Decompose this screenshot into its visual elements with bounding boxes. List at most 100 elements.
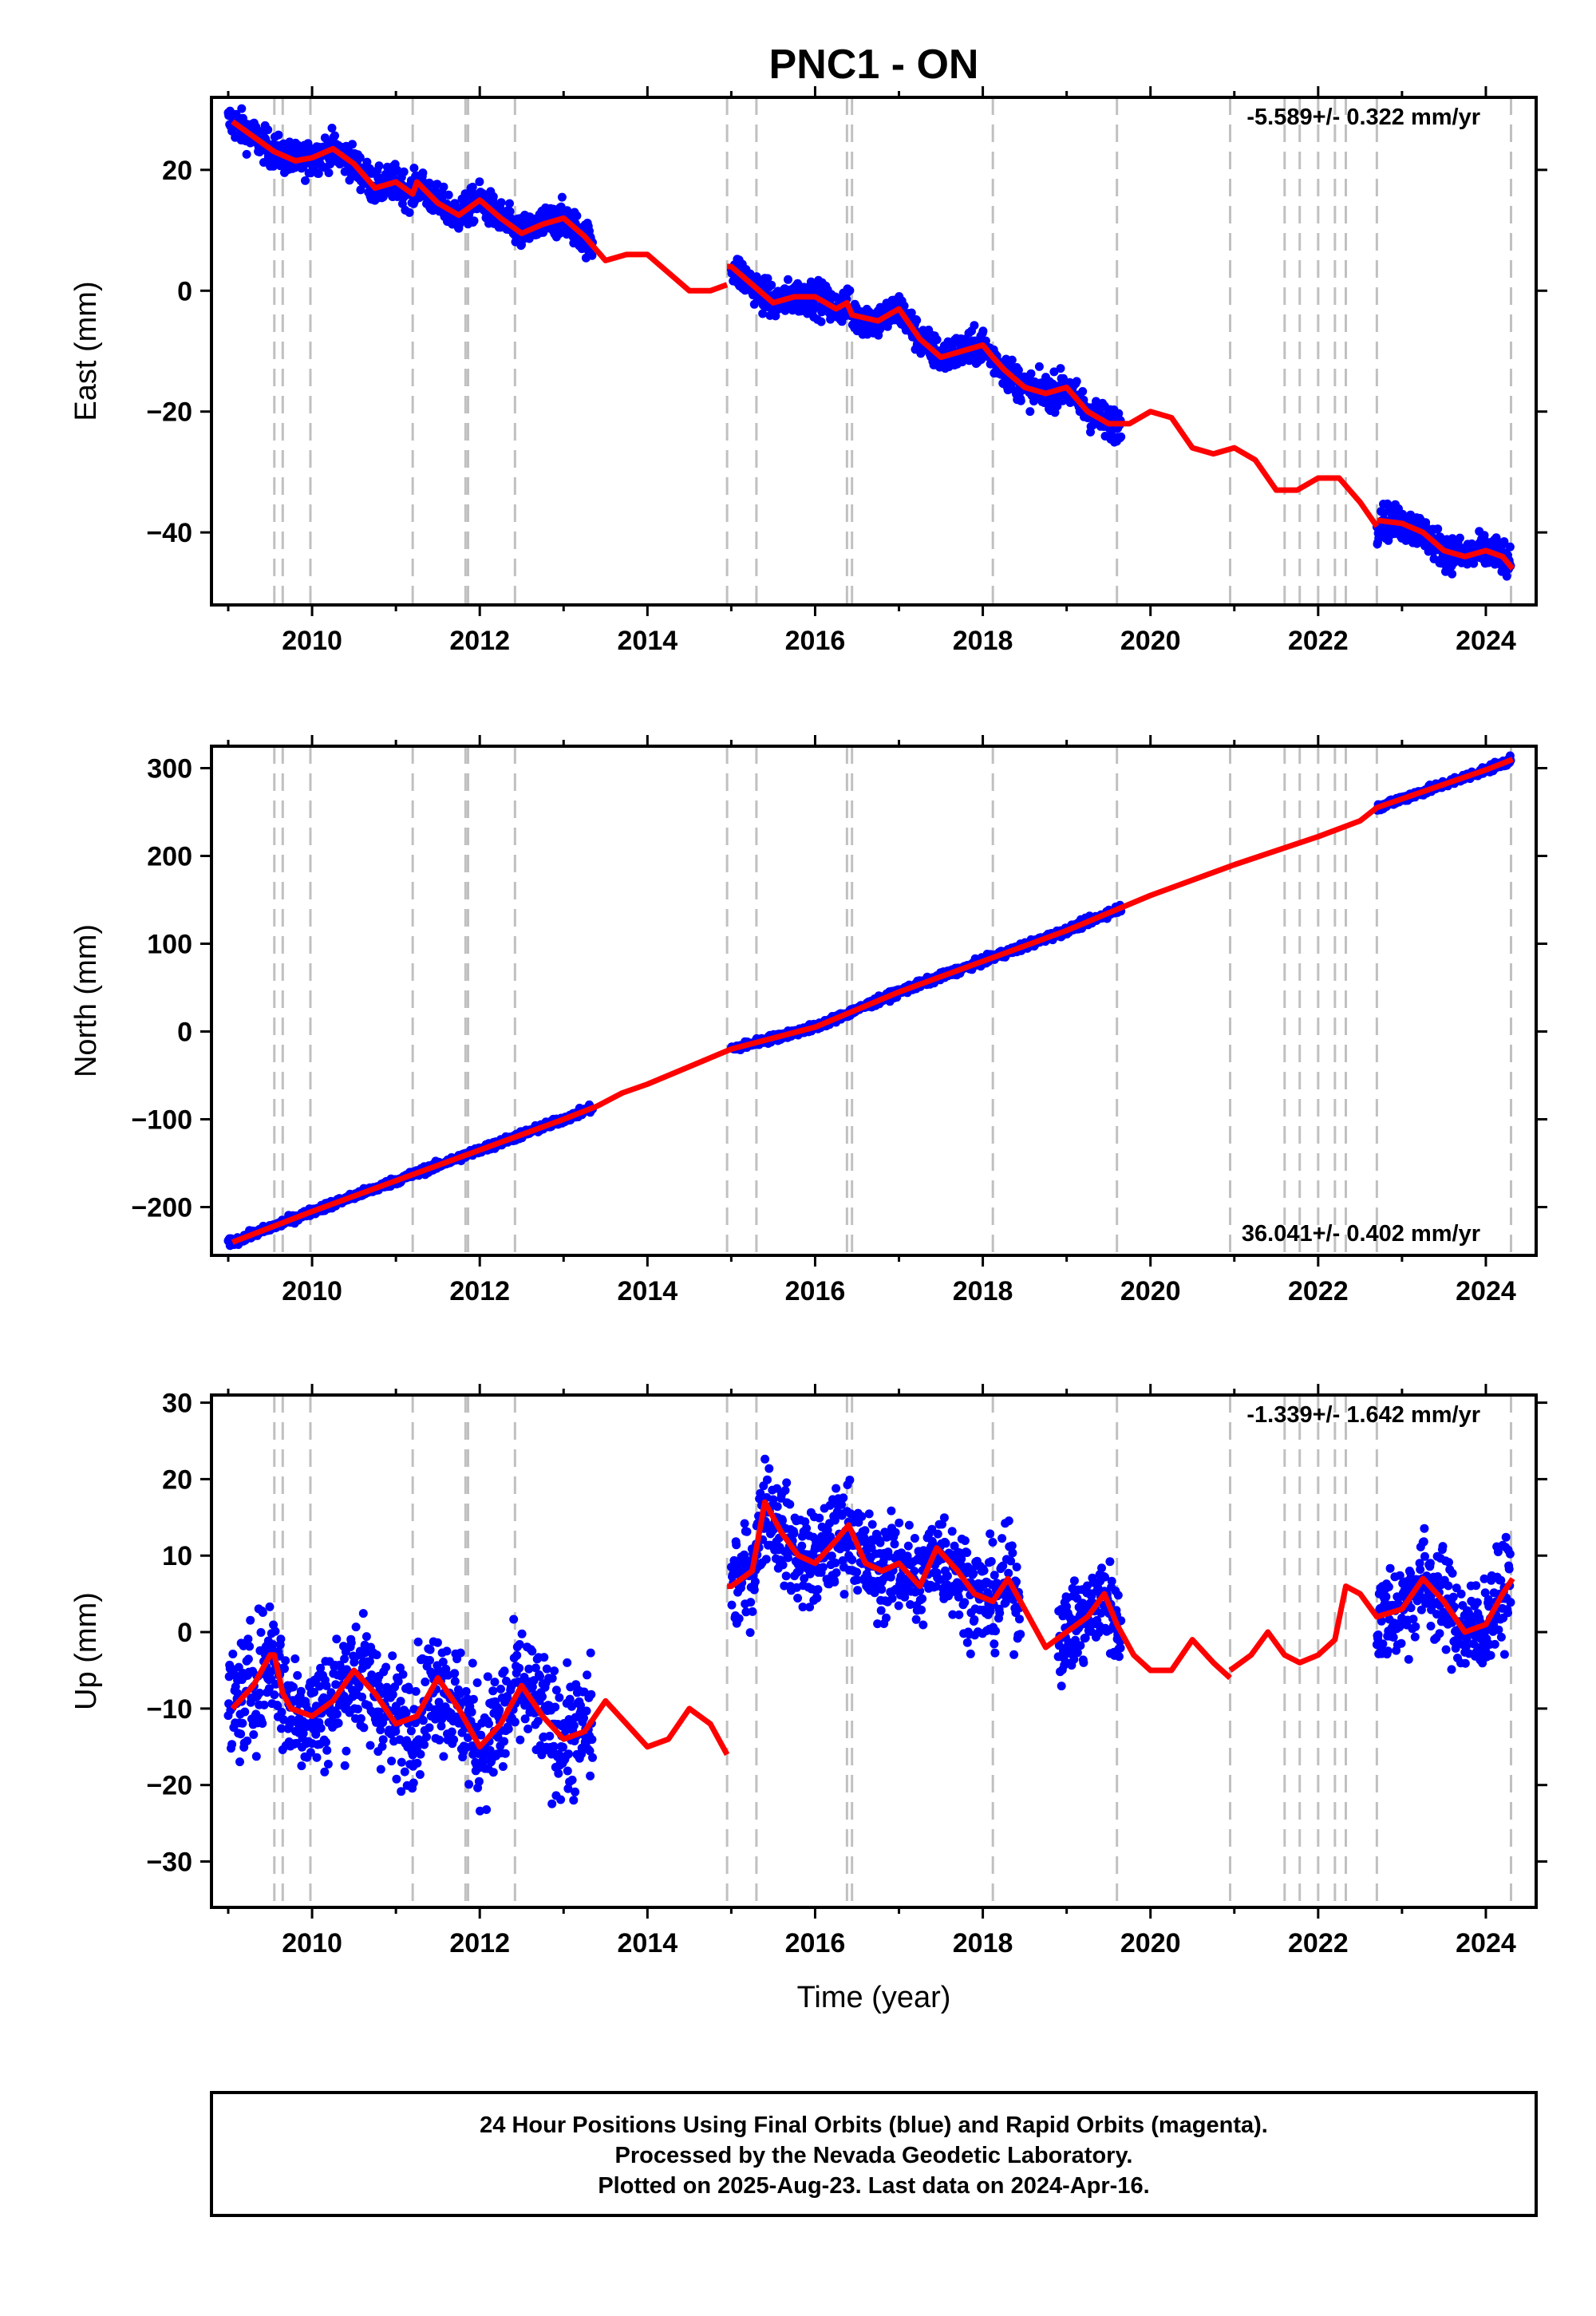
data-point (468, 1694, 478, 1704)
data-point (425, 1723, 434, 1733)
data-point (258, 1608, 267, 1617)
data-point (559, 1742, 567, 1752)
data-point (356, 1713, 365, 1723)
data-point (585, 1746, 595, 1756)
data-point (778, 1516, 787, 1525)
data-point (265, 1602, 275, 1611)
data-point (393, 165, 401, 175)
data-point (398, 1670, 408, 1679)
data-point (1505, 542, 1515, 551)
data-point (504, 1725, 513, 1733)
data-point (780, 1486, 790, 1495)
data-point (512, 1650, 522, 1660)
data-point (418, 1716, 428, 1725)
data-point (784, 1553, 792, 1563)
data-point (800, 1574, 809, 1583)
data-point (240, 1707, 250, 1717)
data-point (348, 140, 357, 149)
data-point (277, 1724, 286, 1733)
data-point (472, 1678, 482, 1687)
data-point (760, 1454, 770, 1464)
data-point (273, 1701, 282, 1710)
data-point (490, 1678, 500, 1687)
data-point (509, 1614, 519, 1624)
data-point (527, 1682, 537, 1692)
data-point (289, 1682, 298, 1692)
data-point (263, 125, 273, 135)
data-point (467, 1707, 476, 1717)
data-point (761, 1555, 771, 1564)
data-point (277, 1707, 286, 1717)
y-tick-label: 0 (177, 276, 192, 306)
data-point (1016, 396, 1025, 405)
data-point (322, 1681, 331, 1690)
y-tick-label: −200 (131, 1193, 192, 1223)
data-point (1114, 409, 1124, 418)
rate-annotation: 36.041+/- 0.402 mm/yr (1242, 1221, 1480, 1247)
data-point (727, 1600, 737, 1610)
data-point (447, 1727, 456, 1737)
data-point (437, 1721, 446, 1731)
data-point (358, 1609, 368, 1618)
x-tick-label: 2010 (282, 1276, 342, 1306)
data-point (340, 1654, 350, 1664)
data-point (249, 1730, 259, 1739)
data-point (579, 1687, 589, 1697)
data-point (320, 1767, 330, 1777)
data-point (314, 169, 323, 178)
data-point (296, 1686, 306, 1696)
data-point (365, 1741, 375, 1750)
data-point (484, 1719, 493, 1729)
data-point (583, 1670, 592, 1680)
data-point (1034, 362, 1044, 371)
data-point (500, 1666, 509, 1676)
data-point (772, 1502, 782, 1512)
data-point (734, 1614, 744, 1623)
data-point (418, 168, 428, 178)
data-point (517, 1629, 527, 1638)
data-point (243, 1634, 253, 1644)
data-point (561, 1725, 571, 1735)
data-point (434, 1666, 443, 1675)
data-point (411, 1686, 421, 1696)
data-point (495, 1705, 504, 1715)
data-point (365, 1657, 374, 1666)
data-point (393, 1677, 403, 1686)
data-point (314, 1682, 324, 1691)
data-point (237, 104, 247, 113)
data-point (406, 1726, 416, 1736)
data-point (442, 1646, 452, 1656)
data-point (420, 1740, 429, 1749)
data-point (538, 1692, 547, 1701)
data-point (569, 1796, 579, 1805)
data-point (563, 1784, 573, 1793)
data-point (767, 280, 776, 290)
data-point (376, 1725, 385, 1735)
data-point (331, 1680, 341, 1690)
data-point (524, 1664, 534, 1674)
data-point (587, 1735, 597, 1745)
data-point (312, 1753, 322, 1762)
data-point (756, 1488, 765, 1498)
plot-frame (210, 745, 1538, 1257)
y-tick-label: 300 (147, 754, 192, 785)
data-point (798, 1603, 808, 1612)
data-point (750, 1577, 760, 1587)
data-point (415, 1770, 425, 1779)
data-point (340, 1761, 350, 1770)
data-point (732, 1540, 741, 1550)
event-lines (273, 97, 1512, 605)
data-point (469, 216, 479, 226)
data-point (496, 1684, 505, 1694)
data-point (763, 1475, 772, 1484)
data-point (795, 1566, 804, 1575)
data-point (500, 1737, 509, 1746)
data-point (567, 1775, 577, 1784)
data-point (527, 1646, 537, 1656)
east-panel: 2010 2012 2014 2016 2018 2020 2022 2024200−20−4… (69, 86, 1547, 656)
data-point (768, 1495, 778, 1504)
data-point (245, 1642, 255, 1651)
data-point (271, 1626, 280, 1636)
data-point (372, 1650, 381, 1660)
data-point (439, 182, 448, 192)
